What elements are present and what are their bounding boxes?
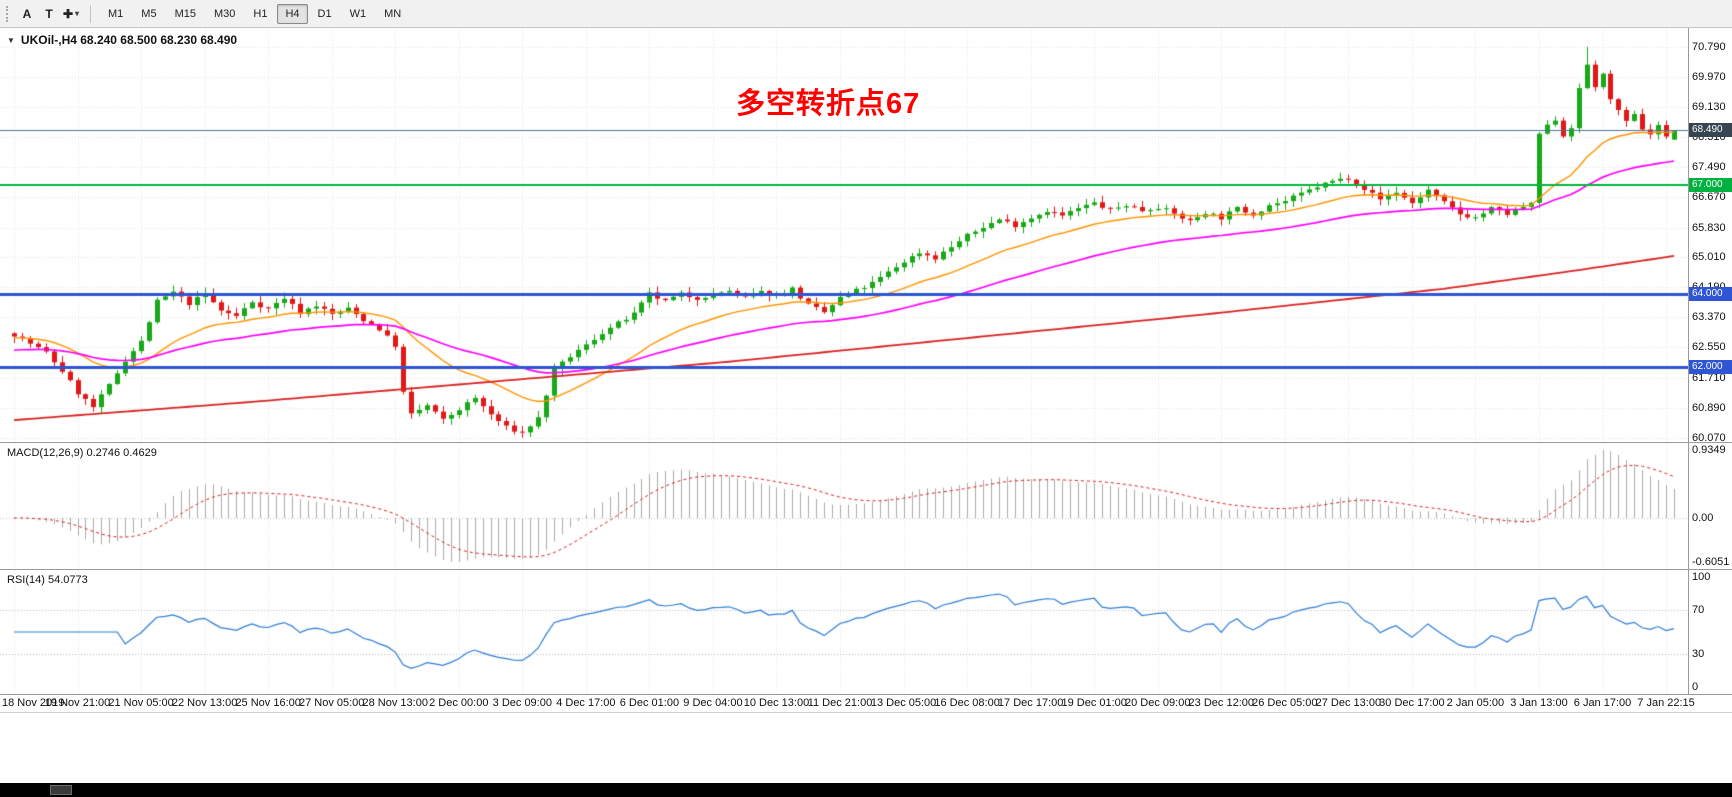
macd-axis[interactable]: 0.9349 0.00 -0.6051: [1688, 443, 1732, 569]
price-axis-label: 69.970: [1692, 70, 1726, 83]
level-64-price-tag: 64.000: [1689, 287, 1732, 302]
time-label: 23 Dec 12:00: [1188, 697, 1254, 709]
toolbar-grip[interactable]: [6, 5, 11, 22]
cursor-tool-button[interactable]: A: [16, 4, 38, 24]
price-axis-label: 65.830: [1692, 221, 1726, 234]
macd-axis-label: 0.00: [1692, 511, 1714, 524]
price-axis-label: 65.010: [1692, 251, 1726, 264]
rsi-axis-label: 0: [1692, 681, 1699, 693]
draw-tool-icon: ✚: [62, 6, 74, 21]
time-label: 3 Dec 09:00: [492, 697, 552, 709]
timeframe-button-MN[interactable]: MN: [384, 7, 402, 20]
current-price-price-tag: 68.490: [1689, 123, 1732, 138]
time-label: 7 Jan 22:15: [1637, 697, 1695, 709]
time-label: 28 Nov 13:00: [362, 697, 428, 709]
price-axis-label: 67.490: [1692, 160, 1726, 173]
text-tool-icon: T: [45, 6, 53, 21]
toolbar-separator: [90, 4, 91, 23]
time-label: 9 Dec 04:00: [683, 697, 743, 709]
time-label: 6 Dec 01:00: [619, 697, 680, 709]
time-label: 18 Nov 2019: [2, 697, 65, 709]
time-label: 13 Dec 05:00: [870, 697, 937, 709]
time-label: 11 Dec 21:00: [807, 697, 873, 709]
price-axis-label: 63.370: [1692, 311, 1726, 324]
time-label: 20 Dec 09:00: [1125, 697, 1191, 709]
rsi-panel: RSI(14) 54.0773 100 70 30 0: [0, 570, 1732, 695]
taskbar[interactable]: [0, 783, 1732, 797]
price-axis-label: 70.790: [1692, 40, 1726, 53]
macd-header: MACD(12,26,9) 0.2746 0.4629: [7, 447, 157, 459]
time-label: 27 Dec 13:00: [1315, 697, 1382, 709]
price-axis-label: 62.550: [1692, 341, 1726, 354]
rsi-axis-label: 100: [1692, 571, 1711, 583]
time-label: 25 Nov 16:00: [235, 697, 301, 709]
rsi-canvas[interactable]: [0, 570, 1688, 694]
time-label: 26 Dec 05:00: [1252, 697, 1318, 709]
macd-axis-label: 0.9349: [1692, 444, 1726, 456]
rsi-axis[interactable]: 100 70 30 0: [1688, 570, 1732, 694]
blank-area: [0, 713, 1732, 783]
symbol-info: ▼ UKOil-,H4 68.240 68.500 68.230 68.490: [7, 33, 237, 47]
cursor-tool-icon: A: [22, 6, 32, 21]
timeframe-button-M30[interactable]: M30: [213, 7, 236, 20]
price-axis-label: 61.710: [1692, 371, 1726, 384]
price-axis-label: 66.670: [1692, 190, 1726, 203]
timeframe-button-W1[interactable]: W1: [349, 7, 367, 20]
main-chart-canvas[interactable]: [0, 28, 1688, 442]
rsi-axis-label: 70: [1692, 604, 1705, 616]
time-label: 16 Dec 08:00: [934, 697, 1000, 709]
time-label: 22 Nov 13:00: [171, 697, 238, 709]
chart-window: ▼ UKOil-,H4 68.240 68.500 68.230 68.490 …: [0, 28, 1732, 713]
rsi-header: RSI(14) 54.0773: [7, 574, 88, 586]
time-label: 10 Dec 13:00: [743, 697, 810, 709]
toolbar: A T ✚ ▾ M1 M5 M15 M30 H1 H4 D1 W1 MN: [0, 0, 1732, 28]
timeframe-button-M5[interactable]: M5: [141, 7, 157, 20]
level-62-price-tag: 62.000: [1689, 360, 1732, 375]
rsi-axis-label: 30: [1692, 648, 1705, 660]
time-label: 17 Dec 17:00: [997, 697, 1064, 709]
time-axis[interactable]: 18 Nov 2019 19 Nov 21:00 21 Nov 05:00 22 No…: [0, 695, 1732, 713]
time-label: 19 Nov 21:00: [44, 697, 111, 709]
timeframe-button-D1[interactable]: D1: [317, 7, 332, 20]
draw-tool-button[interactable]: ✚ ▾: [60, 4, 82, 24]
dropdown-caret-icon[interactable]: ▾: [75, 9, 80, 18]
time-label: 2 Jan 05:00: [1446, 697, 1505, 709]
price-axis-label: 60.890: [1692, 401, 1726, 414]
timeframe-button-M15[interactable]: M15: [174, 7, 196, 20]
price-axis-label: 69.130: [1692, 101, 1726, 114]
level-67-price-tag: 67.000: [1689, 177, 1732, 192]
macd-axis-label: -0.6051: [1692, 556, 1730, 568]
main-chart-panel: ▼ UKOil-,H4 68.240 68.500 68.230 68.490 …: [0, 28, 1732, 444]
time-label: 27 Nov 05:00: [298, 697, 365, 709]
symbol-ohlc-text: UKOil-,H4 68.240 68.500 68.230 68.490: [20, 33, 238, 47]
time-label: 4 Dec 17:00: [556, 697, 616, 709]
time-label: 30 Dec 17:00: [1379, 697, 1445, 709]
annotation-text: 多空转折点67: [736, 88, 921, 120]
price-axis-label: 60.070: [1692, 431, 1726, 444]
chart-collapse-icon[interactable]: ▼: [7, 35, 15, 45]
timeframe-button-H1[interactable]: H1: [253, 7, 268, 20]
macd-canvas[interactable]: [0, 443, 1688, 569]
text-tool-button[interactable]: T: [38, 4, 60, 24]
time-label: 21 Nov 05:00: [108, 697, 174, 709]
time-label: 6 Jan 17:00: [1573, 697, 1632, 709]
time-label: 3 Jan 13:00: [1510, 697, 1568, 709]
taskbar-icon[interactable]: [50, 785, 72, 795]
price-axis[interactable]: 70.79069.97069.13068.31067.49066.67065.8…: [1688, 28, 1732, 444]
timeframe-button-M1[interactable]: M1: [108, 7, 124, 20]
time-label: 19 Dec 01:00: [1061, 697, 1127, 709]
timeframe-button-H4[interactable]: H4: [277, 3, 308, 24]
time-label: 2 Dec 00:00: [429, 697, 489, 709]
macd-panel: MACD(12,26,9) 0.2746 0.4629 0.9349 0.00 -0…: [0, 443, 1732, 570]
